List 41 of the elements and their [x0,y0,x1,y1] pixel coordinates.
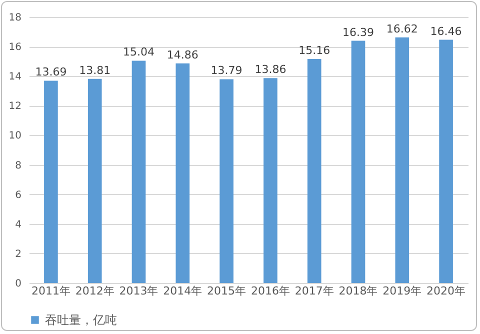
bar [132,60,146,283]
bar [307,58,322,283]
y-tick-label: 12 [8,101,22,112]
bar [176,63,190,283]
data-label: 14.86 [166,48,198,62]
y-tick-label: 2 [15,248,22,260]
y-tick-label: 0 [15,278,22,290]
data-label: 15.16 [298,44,330,57]
x-tick-label: 2012年 [75,284,114,298]
data-label: 13.69 [35,66,67,79]
data-label: 13.86 [254,63,286,76]
bar [220,79,234,283]
bar [264,78,278,283]
x-tick-label: 2016年 [250,284,290,298]
y-tick-label: 8 [15,160,22,172]
y-tick-label: 10 [8,130,22,142]
y-tick-label: 18 [8,12,22,24]
y-tick-label: 16 [8,42,22,54]
y-tick-label: 14 [8,72,22,83]
bar [439,40,453,283]
data-label: 16.39 [342,26,374,39]
data-label: 13.81 [79,64,111,77]
x-tick-label: 2013年 [119,284,158,298]
legend-label: 吞吐量，亿吨 [45,313,117,327]
y-tick-label: 6 [15,190,22,201]
x-tick-label: 2019年 [382,284,422,298]
bar [88,78,102,283]
x-tick-label: 2020年 [426,284,466,298]
bar [395,37,410,283]
bar [44,80,58,283]
bar [351,40,366,283]
x-tick-label: 2011年 [31,284,70,298]
data-label: 16.62 [386,22,418,36]
y-tick-label: 4 [15,219,22,230]
x-tick-label: 2017年 [294,284,334,298]
data-label: 15.04 [123,46,154,59]
x-tick-label: 2018年 [338,284,378,298]
data-label: 16.46 [430,24,462,38]
x-tick-label: 2015年 [207,284,246,298]
data-label: 13.79 [210,64,242,78]
x-tick-label: 2014年 [163,284,202,298]
